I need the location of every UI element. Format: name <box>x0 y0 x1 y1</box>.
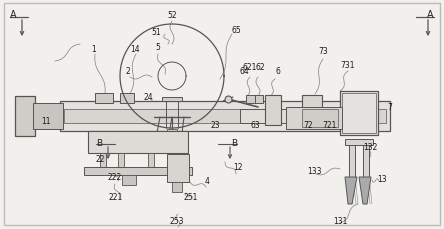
Text: 13: 13 <box>377 175 387 184</box>
Text: 64: 64 <box>239 67 249 76</box>
Bar <box>363 142 369 180</box>
Bar <box>172 182 182 192</box>
Text: 23: 23 <box>210 120 220 129</box>
Text: 11: 11 <box>41 117 51 126</box>
Text: 72: 72 <box>303 120 313 129</box>
Bar <box>302 109 338 128</box>
Bar <box>33 104 63 129</box>
Bar <box>345 139 373 145</box>
Text: 63: 63 <box>250 120 260 129</box>
Text: 731: 731 <box>341 60 355 69</box>
Text: 62: 62 <box>255 62 265 71</box>
Text: 51: 51 <box>151 27 161 36</box>
Bar <box>15 97 35 136</box>
Text: 131: 131 <box>333 217 347 226</box>
Text: 7: 7 <box>388 103 392 112</box>
Bar <box>95 94 113 104</box>
Text: 222: 222 <box>108 173 122 182</box>
Bar <box>167 129 177 135</box>
Text: 5: 5 <box>155 43 160 52</box>
Bar <box>88 131 188 153</box>
Text: 132: 132 <box>363 143 377 152</box>
Text: 1: 1 <box>91 45 96 54</box>
Bar <box>162 98 182 101</box>
Text: 52: 52 <box>167 11 177 19</box>
Bar <box>349 142 355 180</box>
Bar <box>118 153 124 167</box>
Polygon shape <box>345 177 357 204</box>
Text: 4: 4 <box>205 177 210 186</box>
Text: 12: 12 <box>233 163 243 172</box>
Bar <box>64 109 386 123</box>
Text: 73: 73 <box>318 47 328 56</box>
Text: 133: 133 <box>307 167 321 176</box>
Bar <box>342 94 376 134</box>
Bar <box>84 167 192 175</box>
Bar <box>286 108 342 129</box>
Text: 65: 65 <box>231 25 241 34</box>
Bar <box>302 95 322 112</box>
Text: A: A <box>428 10 434 20</box>
Bar <box>60 101 390 131</box>
Bar <box>100 153 106 167</box>
Text: 24: 24 <box>143 92 153 101</box>
Bar <box>122 175 136 185</box>
Text: B: B <box>96 138 102 147</box>
Text: 721: 721 <box>323 120 337 129</box>
Bar <box>246 95 256 104</box>
Bar <box>265 95 281 125</box>
Bar <box>240 109 320 123</box>
Text: A: A <box>10 10 16 20</box>
Text: 621: 621 <box>243 62 257 71</box>
Bar <box>255 95 263 104</box>
Bar <box>120 94 134 104</box>
Text: 22: 22 <box>95 155 105 164</box>
Bar <box>167 154 189 182</box>
Text: 251: 251 <box>184 193 198 202</box>
Text: 2: 2 <box>126 67 131 76</box>
Bar <box>340 92 378 135</box>
Text: 6: 6 <box>276 67 281 76</box>
Text: 253: 253 <box>170 217 184 226</box>
Text: 14: 14 <box>130 45 140 54</box>
Text: 221: 221 <box>109 193 123 202</box>
Bar <box>148 153 154 167</box>
Polygon shape <box>359 177 371 204</box>
Text: B: B <box>231 138 237 147</box>
